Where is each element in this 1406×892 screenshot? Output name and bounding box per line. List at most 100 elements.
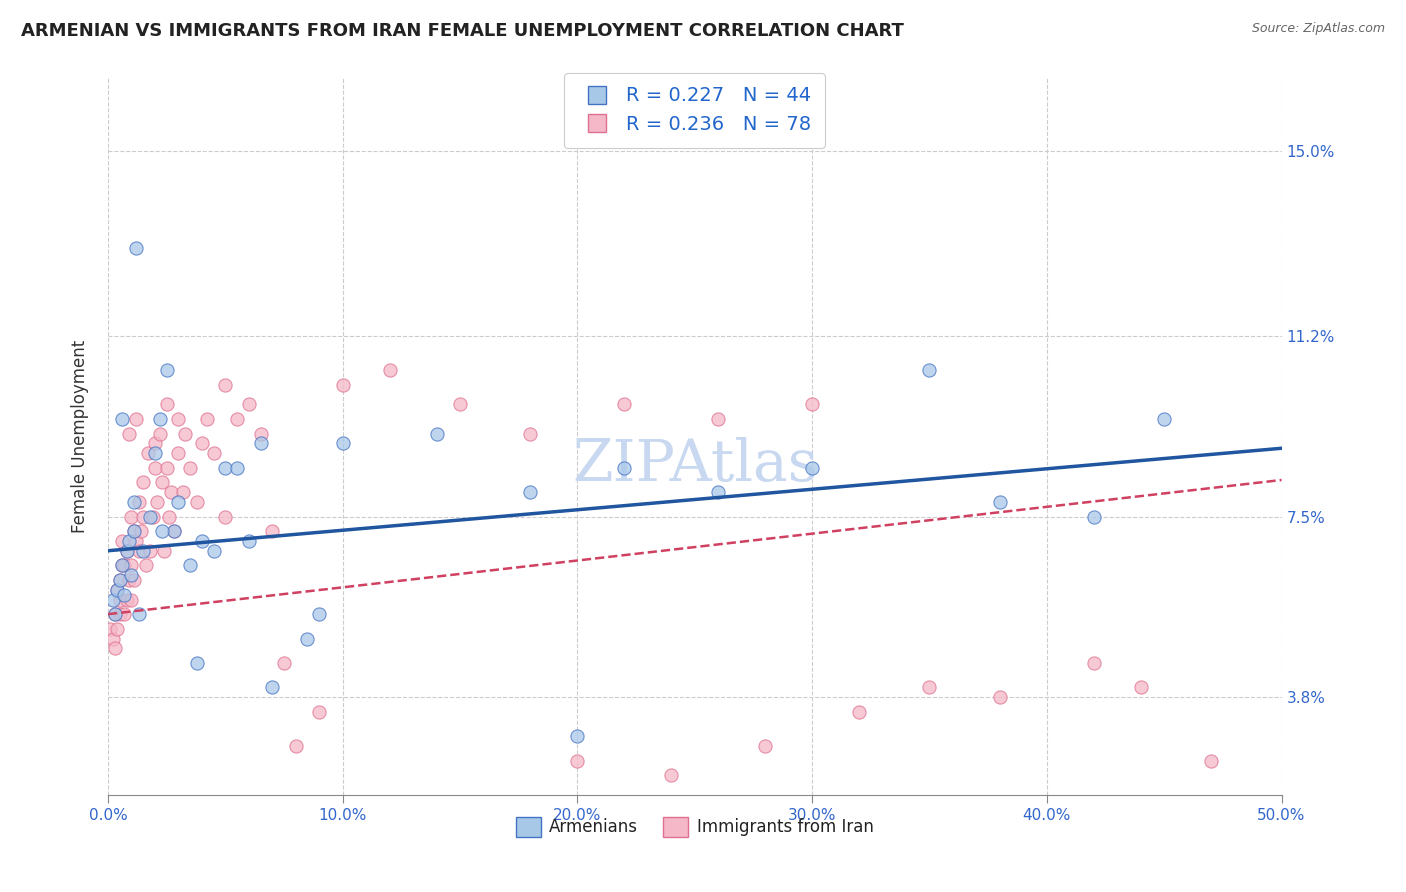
Point xyxy=(122,524,145,539)
Point xyxy=(186,495,208,509)
Point xyxy=(613,397,636,411)
Point xyxy=(146,495,169,509)
Point xyxy=(167,446,190,460)
Point xyxy=(125,533,148,548)
Point xyxy=(122,495,145,509)
Point xyxy=(132,543,155,558)
Point xyxy=(801,460,824,475)
Point xyxy=(105,582,128,597)
Point xyxy=(111,558,134,573)
Point xyxy=(567,754,589,768)
Text: ARMENIAN VS IMMIGRANTS FROM IRAN FEMALE UNEMPLOYMENT CORRELATION CHART: ARMENIAN VS IMMIGRANTS FROM IRAN FEMALE … xyxy=(21,22,904,40)
Point xyxy=(179,460,201,475)
Point xyxy=(238,397,260,411)
Point xyxy=(1199,754,1222,768)
Point xyxy=(567,729,589,743)
Point xyxy=(115,543,138,558)
Point xyxy=(754,739,776,753)
Point xyxy=(1083,656,1105,670)
Point xyxy=(214,509,236,524)
Point xyxy=(191,533,214,548)
Point xyxy=(150,524,173,539)
Point xyxy=(214,460,236,475)
Point xyxy=(1153,412,1175,426)
Y-axis label: Female Unemployment: Female Unemployment xyxy=(72,340,89,533)
Point xyxy=(308,607,330,622)
Point xyxy=(153,543,176,558)
Point xyxy=(115,592,138,607)
Point xyxy=(104,641,127,656)
Point xyxy=(105,622,128,636)
Point xyxy=(918,363,941,377)
Point xyxy=(249,426,271,441)
Text: ZIPAtlas: ZIPAtlas xyxy=(572,437,818,492)
Point xyxy=(284,739,307,753)
Point xyxy=(988,690,1011,705)
Point xyxy=(132,509,155,524)
Point xyxy=(139,509,162,524)
Point xyxy=(174,426,197,441)
Point xyxy=(101,632,124,646)
Point xyxy=(150,475,173,490)
Point xyxy=(111,533,134,548)
Point xyxy=(143,436,166,450)
Point xyxy=(149,426,172,441)
Point xyxy=(202,446,225,460)
Point xyxy=(659,768,682,782)
Point xyxy=(918,681,941,695)
Point xyxy=(128,607,150,622)
Point xyxy=(1083,509,1105,524)
Point xyxy=(115,543,138,558)
Point xyxy=(249,436,271,450)
Point xyxy=(122,524,145,539)
Point xyxy=(613,460,636,475)
Point xyxy=(120,568,142,582)
Text: Source: ZipAtlas.com: Source: ZipAtlas.com xyxy=(1251,22,1385,36)
Point xyxy=(108,607,131,622)
Point xyxy=(160,485,183,500)
Point xyxy=(125,412,148,426)
Point xyxy=(108,592,131,607)
Point xyxy=(149,412,172,426)
Point xyxy=(163,524,186,539)
Point xyxy=(378,363,401,377)
Point xyxy=(163,524,186,539)
Point xyxy=(128,543,150,558)
Point xyxy=(214,377,236,392)
Point xyxy=(120,509,142,524)
Point xyxy=(111,412,134,426)
Point xyxy=(143,460,166,475)
Point xyxy=(125,241,148,255)
Point xyxy=(191,436,214,450)
Point xyxy=(108,573,131,587)
Point xyxy=(118,573,141,587)
Point xyxy=(111,558,134,573)
Point xyxy=(136,446,159,460)
Point xyxy=(143,446,166,460)
Point xyxy=(519,426,541,441)
Point xyxy=(707,412,730,426)
Point xyxy=(449,397,471,411)
Point xyxy=(120,558,142,573)
Point xyxy=(118,533,141,548)
Point xyxy=(167,412,190,426)
Point xyxy=(156,460,179,475)
Point xyxy=(142,509,165,524)
Point xyxy=(262,524,284,539)
Point xyxy=(308,705,330,719)
Point xyxy=(202,543,225,558)
Legend: Armenians, Immigrants from Iran: Armenians, Immigrants from Iran xyxy=(509,810,880,844)
Point xyxy=(1129,681,1152,695)
Point xyxy=(156,397,179,411)
Point xyxy=(104,607,127,622)
Point xyxy=(128,495,150,509)
Point xyxy=(988,495,1011,509)
Point xyxy=(172,485,194,500)
Point xyxy=(262,681,284,695)
Point xyxy=(332,377,354,392)
Point xyxy=(186,656,208,670)
Point xyxy=(707,485,730,500)
Point xyxy=(332,436,354,450)
Point xyxy=(226,412,249,426)
Point xyxy=(98,622,121,636)
